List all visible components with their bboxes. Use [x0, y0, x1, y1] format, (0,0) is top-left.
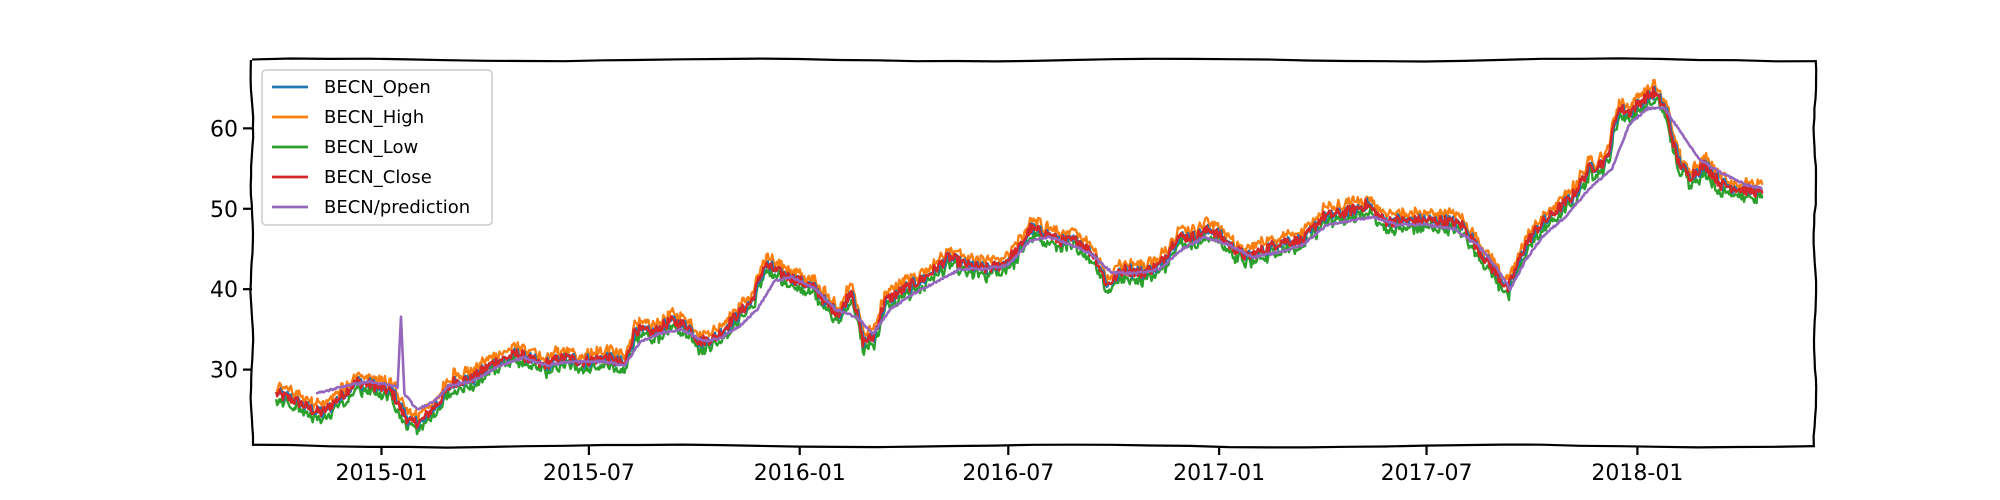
x-tick-label: 2017-01: [1173, 461, 1265, 486]
frame-bottom: [251, 443, 1816, 449]
x-tick-label: 2016-01: [754, 461, 846, 486]
frame-left: [249, 59, 255, 446]
frame-top: [251, 57, 1816, 63]
x-tick-label: 2016-07: [962, 461, 1054, 486]
legend-label: BECN_Low: [324, 137, 418, 158]
legend-label: BECN_High: [324, 107, 424, 128]
y-tick-label: 60: [210, 117, 238, 142]
y-tick-label: 40: [210, 278, 238, 303]
chart-legend: BECN_Open BECN_High BECN_Low BECN_Close BECN…: [261, 69, 493, 226]
series-line-becn-low: [274, 95, 1764, 436]
axis-ticks: 30 40 50 60 2015-01 2015-07 2016-01 2016-07 2017…: [210, 117, 1683, 486]
plot-frame: [249, 57, 1818, 449]
legend-box: [261, 69, 493, 226]
x-tick-label: 2018-01: [1591, 461, 1683, 486]
series-line-becn-close: [274, 86, 1764, 429]
series-line-becn-prediction: [315, 106, 1763, 411]
legend-label: BECN_Close: [324, 167, 432, 188]
y-tick-label: 50: [210, 198, 238, 223]
x-tick-label: 2015-01: [336, 461, 428, 486]
x-tick-label: 2017-07: [1381, 461, 1473, 486]
y-tick-label: 30: [210, 359, 238, 384]
x-tick-label: 2015-07: [543, 461, 635, 486]
series-line-becn-high: [275, 78, 1764, 423]
frame-right: [1812, 59, 1818, 447]
series-layer: [274, 78, 1764, 436]
legend-label: BECN_Open: [324, 77, 431, 98]
legend-label: BECN/prediction: [324, 197, 470, 218]
